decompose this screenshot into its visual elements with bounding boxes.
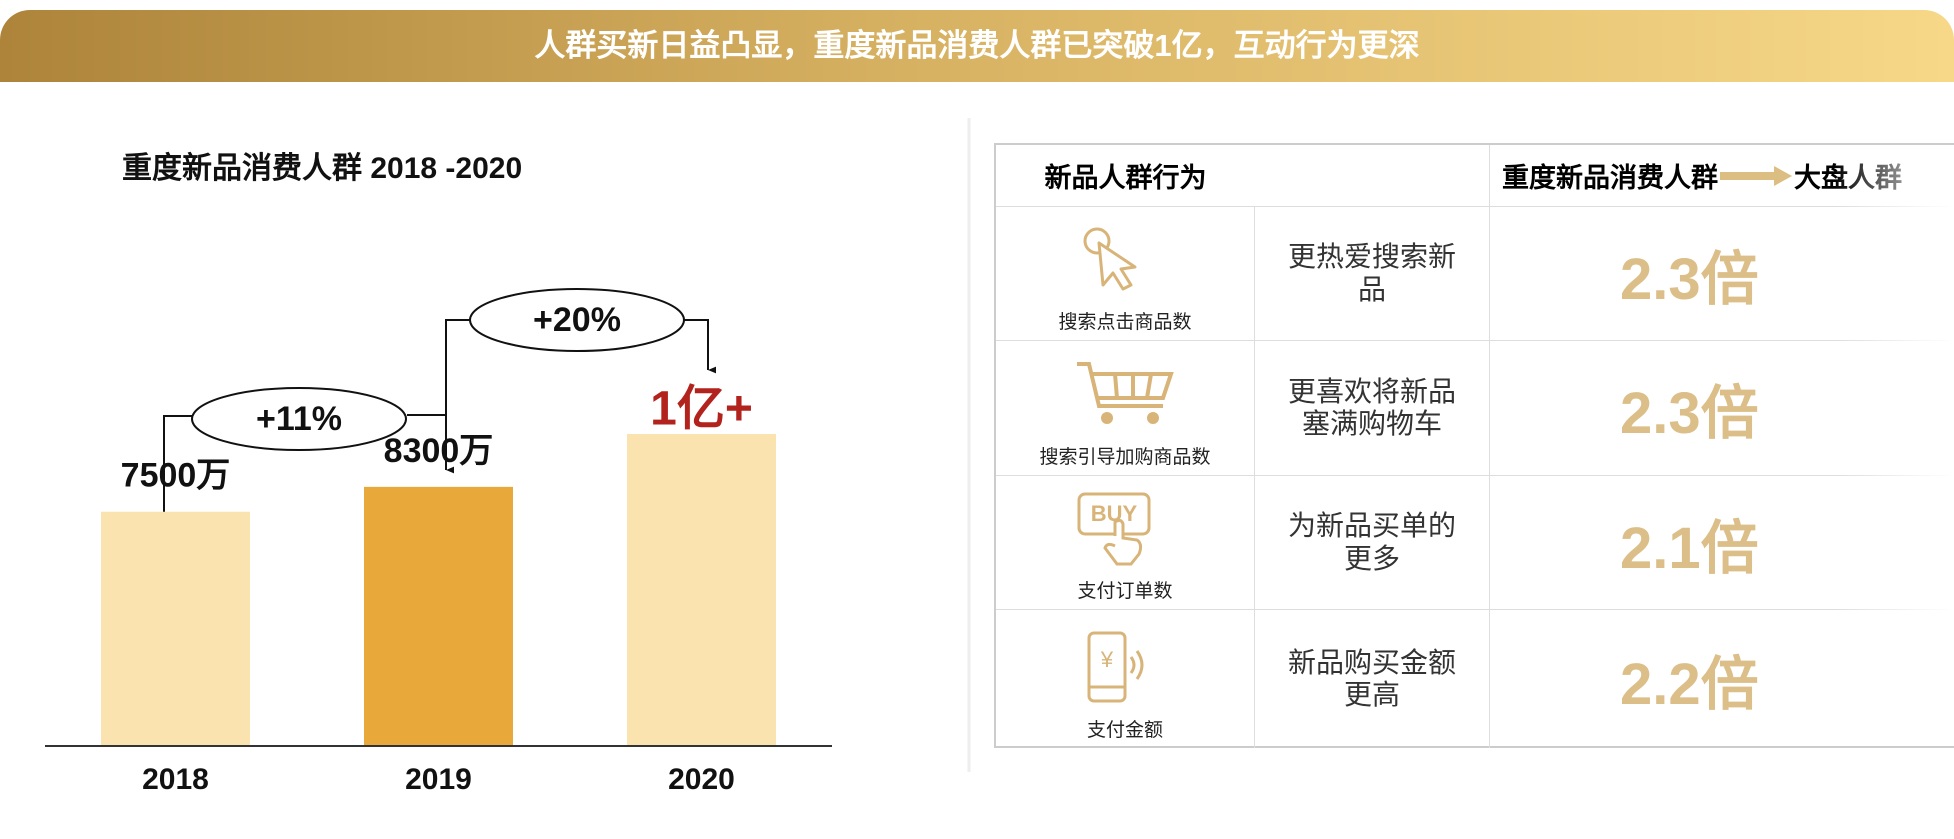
- value-cell: 2.1倍: [1490, 476, 1954, 609]
- connector: [445, 319, 471, 470]
- banner-title: 人群买新日益凸显，重度新品消费人群已突破1亿，互动行为更深: [0, 10, 1954, 82]
- icon: ¥: [1087, 631, 1144, 703]
- table-row: BUY 支付订单数 为新品买单的更多 2.1倍: [996, 476, 1954, 610]
- annotation: +20%: [533, 301, 621, 339]
- icon: [1077, 362, 1174, 424]
- header-cell: 重度新品消费人群 大盘人群: [1490, 145, 1954, 206]
- multiplier: 2.2倍: [1620, 652, 1759, 717]
- icon: [1083, 227, 1137, 291]
- icon-text: ¥: [1100, 647, 1114, 672]
- behavior-text: 更喜欢将新品塞满购物车: [1255, 341, 1490, 475]
- header-spacer: [1255, 145, 1490, 206]
- icon-shape: [1077, 362, 1174, 408]
- value-label: 1亿+: [650, 383, 753, 436]
- icon-shape: [1083, 227, 1111, 255]
- value-cell: 2.3倍: [1490, 207, 1954, 340]
- table-row: ¥ 支付金额 新品购买金额更高 2.2倍: [996, 610, 1954, 748]
- header-text: 重度新品消费人群: [1502, 163, 1718, 193]
- connector: [683, 319, 708, 370]
- behavior-text: 更热爱搜索新品: [1255, 207, 1490, 340]
- annotation: +11%: [256, 400, 342, 438]
- multiplier: 2.3倍: [1620, 246, 1759, 312]
- value-label: 8300万: [384, 432, 494, 470]
- icon-shape: [1101, 412, 1113, 424]
- icon-cell: ¥ 支付金额: [996, 610, 1255, 748]
- multiplier: 2.3倍: [1620, 381, 1759, 446]
- icon-cell: 搜索点击商品数: [996, 207, 1255, 340]
- icon-cell: BUY 支付订单数: [996, 476, 1255, 609]
- table-row: 搜索引导加购商品数 更喜欢将新品塞满购物车 2.3倍: [996, 341, 1954, 476]
- bar: [627, 434, 776, 745]
- annotation-ellipse: [469, 288, 685, 352]
- behavior-text: 为新品买单的更多: [1255, 476, 1490, 609]
- table-row: 搜索点击商品数 更热爱搜索新品 2.3倍: [996, 207, 1954, 341]
- behavior-text: 新品购买金额更高: [1255, 610, 1490, 748]
- icon-shape: [1129, 650, 1144, 680]
- chart-title: 重度新品消费人群 2018 -2020: [122, 152, 522, 185]
- value-cell: 2.3倍: [1490, 341, 1954, 475]
- bar: [101, 511, 250, 745]
- x-tick-label: 2020: [668, 763, 735, 796]
- bar: [364, 486, 513, 745]
- icon-shape: [1097, 241, 1137, 291]
- icon: BUY: [1077, 492, 1151, 566]
- icon-label: 搜索点击商品数: [1058, 312, 1192, 333]
- connector: [163, 415, 193, 530]
- annotation-ellipse: [191, 387, 407, 451]
- icon-shape: [1103, 518, 1143, 566]
- icon-label: 支付订单数: [1077, 581, 1173, 602]
- icon-shape: [1147, 412, 1159, 424]
- value-cell: 2.2倍: [1490, 610, 1954, 748]
- header-cell: 新品人群行为: [1044, 163, 1207, 193]
- header-text: 大盘人群: [1794, 163, 1902, 193]
- x-tick-label: 2018: [142, 763, 209, 796]
- icon-label: 搜索引导加购商品数: [1039, 447, 1211, 468]
- value-label: 7500万: [121, 457, 231, 495]
- multiplier: 2.1倍: [1620, 515, 1759, 581]
- table-header: 新品人群行为 重度新品消费人群 大盘人群: [996, 145, 1954, 207]
- table: 新品人群行为 重度新品消费人群 大盘人群 搜索点击商品数 更热爱搜索新品 2.3倍搜…: [994, 143, 1954, 748]
- icon-label: 支付金额: [1086, 720, 1163, 741]
- icon-cell: 搜索引导加购商品数: [996, 341, 1255, 475]
- icon-shape: [1087, 631, 1127, 703]
- header-arrow: [1720, 165, 1792, 186]
- x-tick-label: 2019: [405, 763, 472, 796]
